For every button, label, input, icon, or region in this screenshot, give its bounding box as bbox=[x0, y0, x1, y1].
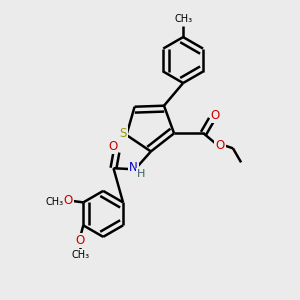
Text: H: H bbox=[137, 169, 145, 179]
Text: O: O bbox=[63, 194, 73, 207]
Text: O: O bbox=[215, 139, 225, 152]
Text: O: O bbox=[211, 109, 220, 122]
Text: N: N bbox=[129, 161, 138, 174]
Text: CH₃: CH₃ bbox=[45, 197, 63, 207]
Text: CH₃: CH₃ bbox=[71, 250, 89, 260]
Text: S: S bbox=[119, 127, 127, 140]
Text: O: O bbox=[76, 234, 85, 247]
Text: O: O bbox=[108, 140, 118, 153]
Text: CH₃: CH₃ bbox=[174, 14, 192, 24]
